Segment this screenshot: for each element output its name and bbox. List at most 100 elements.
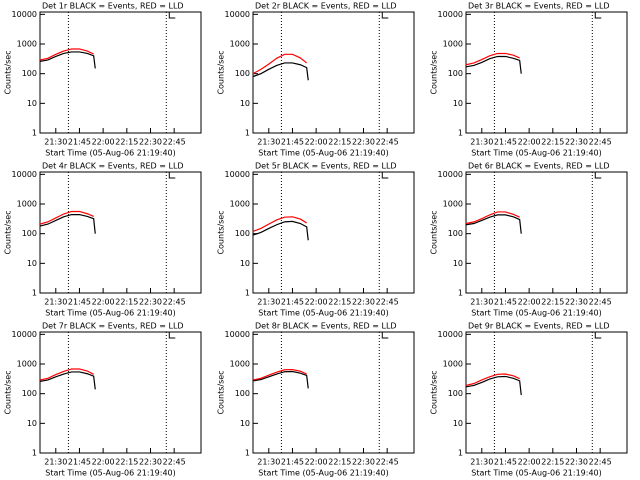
data-line xyxy=(252,368,307,381)
x-tick-label: 22:15 xyxy=(115,138,138,147)
y-tick-label: 10000 xyxy=(438,330,463,339)
x-tick-label: 22:45 xyxy=(589,298,612,307)
x-tick-label: 21:45 xyxy=(68,458,91,467)
y-tick-label: 10000 xyxy=(12,10,37,19)
y-tick-label: 1000 xyxy=(443,40,463,49)
x-tick-label: 21:30 xyxy=(257,298,280,307)
panel: Det 8r BLACK = Events, RED = LLD Counts/s… xyxy=(217,322,415,478)
y-tick-label: 1 xyxy=(32,289,37,298)
y-tick-label: 100 xyxy=(235,229,250,238)
x-tick-label: 22:45 xyxy=(376,138,399,147)
x-axis-label: Start Time (05-Aug-06 21:19:40) xyxy=(258,149,389,158)
marker xyxy=(168,12,176,19)
y-tick-label: 1 xyxy=(32,129,37,138)
y-tick-label: 1000 xyxy=(17,40,37,49)
x-tick-label: 22:45 xyxy=(589,138,612,147)
x-axis-label: Start Time (05-Aug-06 21:19:40) xyxy=(258,469,389,478)
chart-title: Det 4r BLACK = Events, RED = LLD xyxy=(42,162,184,171)
x-tick-label: 22:15 xyxy=(115,298,138,307)
x-axis-label: Start Time (05-Aug-06 21:19:40) xyxy=(45,149,176,158)
y-tick-label: 1 xyxy=(458,449,463,458)
y-tick-label: 1000 xyxy=(443,200,463,209)
y-axis-label: Counts/sec xyxy=(217,210,226,254)
y-tick-label: 1000 xyxy=(17,360,37,369)
x-axis-label: Start Time (05-Aug-06 21:19:40) xyxy=(471,149,602,158)
data-line xyxy=(39,51,96,69)
y-tick-label: 10 xyxy=(453,99,463,108)
x-tick-label: 22:00 xyxy=(518,138,541,147)
x-tick-label: 22:30 xyxy=(139,298,162,307)
x-tick-label: 21:30 xyxy=(470,298,493,307)
y-axis-label: Counts/sec xyxy=(430,210,439,254)
x-tick-label: 22:45 xyxy=(376,458,399,467)
x-tick-label: 21:45 xyxy=(494,138,517,147)
y-tick-label: 10 xyxy=(453,419,463,428)
y-tick-label: 1 xyxy=(458,129,463,138)
x-tick-label: 21:30 xyxy=(257,138,280,147)
x-axis-label: Start Time (05-Aug-06 21:19:40) xyxy=(471,469,602,478)
x-tick-label: 21:45 xyxy=(494,298,517,307)
x-axis-label: Start Time (05-Aug-06 21:19:40) xyxy=(258,309,389,318)
x-tick-label: 21:30 xyxy=(470,138,493,147)
data-line xyxy=(39,213,96,234)
x-tick-label: 22:45 xyxy=(163,138,186,147)
y-tick-label: 10000 xyxy=(225,10,250,19)
x-tick-label: 22:15 xyxy=(541,458,564,467)
y-tick-label: 10000 xyxy=(438,10,463,19)
data-line xyxy=(252,370,309,389)
y-tick-label: 100 xyxy=(448,69,463,78)
x-tick-label: 21:45 xyxy=(68,298,91,307)
plot-frame xyxy=(39,171,202,294)
data-line xyxy=(39,368,94,381)
chart-title: Det 9r BLACK = Events, RED = LLD xyxy=(468,322,610,331)
data-line xyxy=(465,373,520,386)
marker xyxy=(594,332,602,339)
y-tick-label: 1 xyxy=(458,289,463,298)
plot-frame xyxy=(252,11,415,134)
data-line xyxy=(39,48,94,61)
marker xyxy=(381,332,389,339)
y-tick-label: 10 xyxy=(240,99,250,108)
y-tick-label: 100 xyxy=(448,229,463,238)
y-tick-label: 10000 xyxy=(438,170,463,179)
x-tick-label: 22:00 xyxy=(92,298,115,307)
y-axis-label: Counts/sec xyxy=(217,370,226,414)
panel: Det 6r BLACK = Events, RED = LLD Counts/s… xyxy=(430,162,628,318)
y-tick-label: 10 xyxy=(27,259,37,268)
y-axis-label: Counts/sec xyxy=(4,210,13,254)
plot-frame xyxy=(465,171,628,294)
x-tick-label: 22:45 xyxy=(376,298,399,307)
y-tick-label: 100 xyxy=(448,389,463,398)
y-tick-label: 10000 xyxy=(12,330,37,339)
x-tick-label: 22:00 xyxy=(92,458,115,467)
plot-frame xyxy=(465,11,628,134)
plot-frame xyxy=(252,171,415,294)
x-tick-label: 22:30 xyxy=(565,138,588,147)
y-axis-label: Counts/sec xyxy=(430,370,439,414)
panel: Det 9r BLACK = Events, RED = LLD Counts/s… xyxy=(430,322,628,478)
y-tick-label: 10 xyxy=(240,419,250,428)
x-tick-label: 22:15 xyxy=(541,298,564,307)
marker xyxy=(381,172,389,179)
x-tick-label: 22:00 xyxy=(305,298,328,307)
marker xyxy=(381,12,389,19)
x-tick-label: 22:15 xyxy=(115,458,138,467)
y-axis-label: Counts/sec xyxy=(430,50,439,94)
x-tick-label: 21:45 xyxy=(68,138,91,147)
x-tick-label: 21:45 xyxy=(281,458,304,467)
y-tick-label: 100 xyxy=(22,389,37,398)
chart-title: Det 1r BLACK = Events, RED = LLD xyxy=(42,2,184,11)
y-tick-label: 10000 xyxy=(225,330,250,339)
y-tick-label: 10 xyxy=(240,259,250,268)
y-tick-label: 1 xyxy=(245,289,250,298)
data-line xyxy=(465,214,522,234)
x-tick-label: 21:45 xyxy=(281,298,304,307)
panel: Det 7r BLACK = Events, RED = LLD Counts/s… xyxy=(4,322,202,478)
y-tick-label: 1000 xyxy=(443,360,463,369)
x-tick-label: 22:30 xyxy=(352,138,375,147)
x-tick-label: 22:00 xyxy=(92,138,115,147)
y-tick-label: 1000 xyxy=(230,360,250,369)
y-tick-label: 1000 xyxy=(17,200,37,209)
x-tick-label: 21:30 xyxy=(44,298,67,307)
panel: Det 5r BLACK = Events, RED = LLD Counts/s… xyxy=(217,162,415,318)
